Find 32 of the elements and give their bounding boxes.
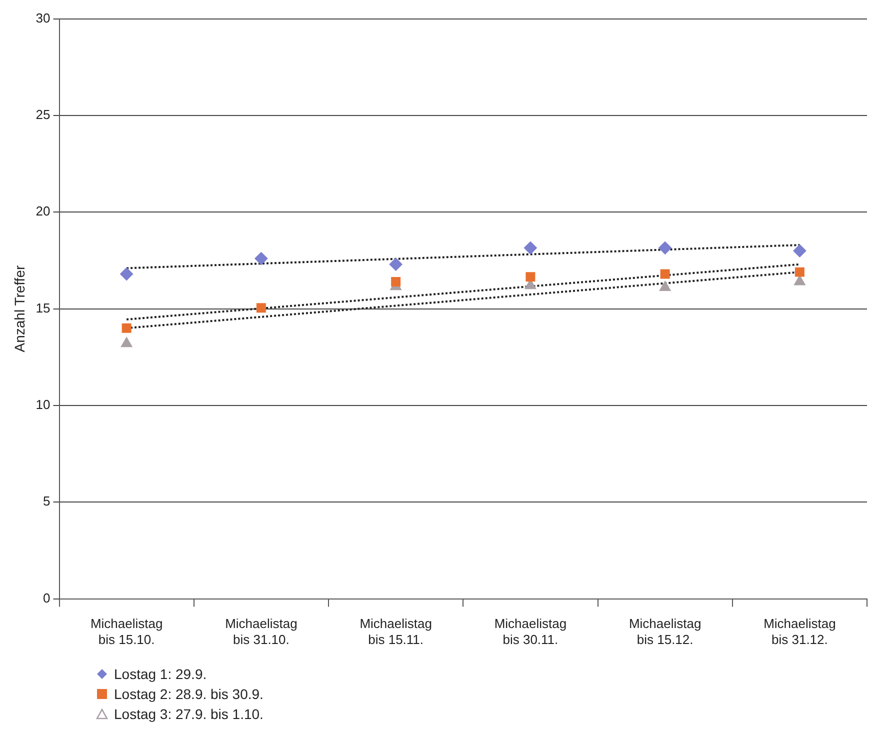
point bbox=[389, 258, 402, 271]
point bbox=[256, 303, 266, 313]
point bbox=[659, 281, 671, 292]
point bbox=[793, 244, 806, 258]
x-tick-label: Michaelistag bis 15.10. bbox=[90, 616, 163, 647]
x-tick-label: Michaelistag bis 31.12. bbox=[764, 616, 836, 647]
point bbox=[254, 252, 268, 266]
x-tick-label: Michaelistag bis 15.11. bbox=[360, 616, 432, 647]
x-tick-label: Michaelistag bis 15.12. bbox=[628, 616, 702, 647]
point bbox=[120, 268, 134, 280]
point bbox=[660, 269, 670, 279]
point bbox=[120, 337, 132, 348]
y-tick-label: 25 bbox=[36, 107, 50, 122]
point bbox=[391, 276, 401, 286]
y-tick-label: 20 bbox=[36, 204, 50, 219]
y-tick-label: 15 bbox=[36, 300, 50, 316]
point bbox=[794, 267, 804, 277]
y-tick-label: 0 bbox=[43, 590, 50, 606]
point bbox=[526, 272, 536, 282]
point bbox=[122, 323, 132, 333]
x-tick-label: Michaelistag bis 30.11. bbox=[494, 616, 567, 647]
y-axis-title: Anzahl Treffer bbox=[11, 265, 28, 352]
legend-label: Lostag 2: 28.9. bis 30.9. bbox=[114, 686, 264, 702]
legend-label: Lostag 3: 27.9. bis 1.10. bbox=[114, 706, 264, 722]
x-tick-label: Michaelistag bis 31.10. bbox=[225, 616, 298, 647]
point bbox=[794, 275, 806, 286]
point bbox=[658, 241, 672, 254]
point bbox=[524, 241, 537, 254]
y-tick-label: 30 bbox=[36, 10, 50, 26]
y-tick-label: 5 bbox=[43, 494, 50, 509]
legend-label: Lostag 1: 29.9. bbox=[114, 666, 207, 682]
y-tick-label: 10 bbox=[36, 397, 50, 412]
